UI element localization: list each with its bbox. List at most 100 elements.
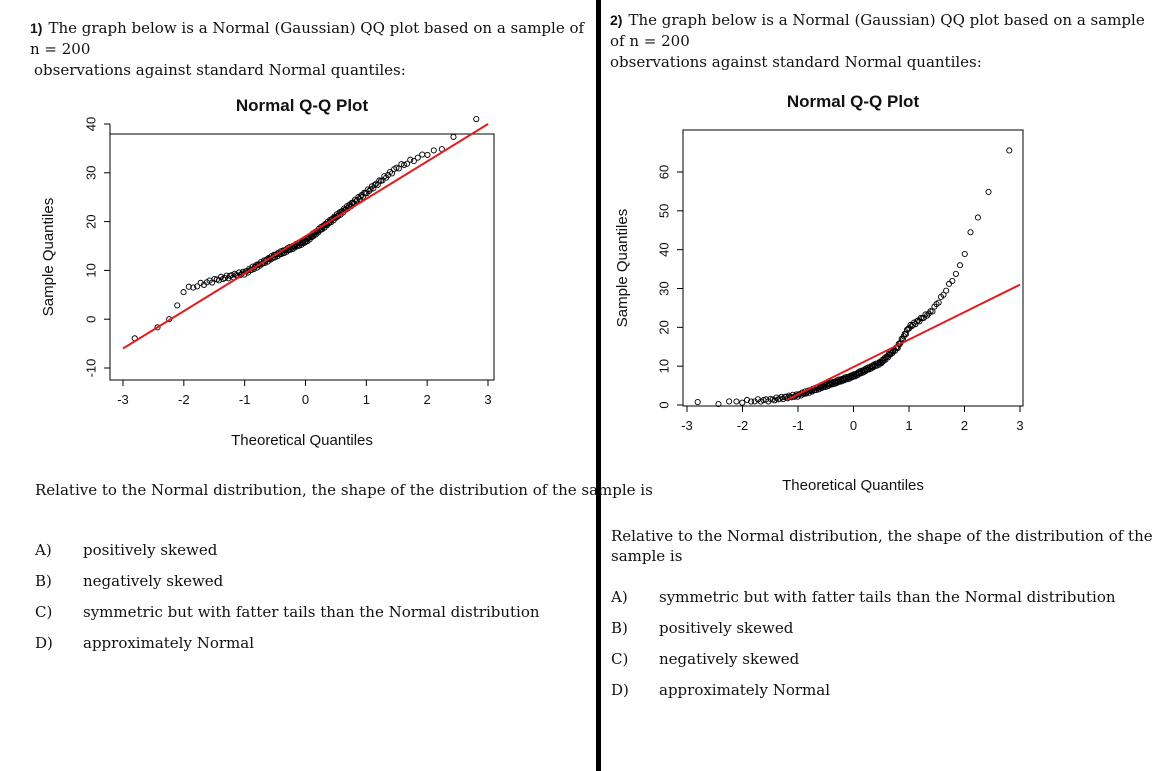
plot1-point: [185, 283, 192, 290]
plot1-point: [370, 185, 377, 192]
plot2-point: [922, 311, 929, 318]
question-1-prompt: Relative to the Normal distribution, the…: [35, 481, 653, 499]
plot1-point: [430, 147, 437, 154]
plot2-point: [956, 262, 964, 269]
plot2-x-tick-label: -1: [792, 418, 804, 433]
plot1-point: [180, 289, 187, 296]
plot2-x-tick-label: 0: [850, 418, 857, 433]
plot1-x-tick-label: -1: [239, 392, 251, 407]
plot2-x-tick-label: 2: [961, 418, 968, 433]
option-letter: D): [35, 634, 53, 652]
plot1-point: [174, 302, 181, 309]
plot1-title: Normal Q-Q Plot: [236, 96, 369, 115]
plot2-x-axis-label: Theoretical Quantiles: [782, 477, 924, 494]
question-1-header-line2: observations against standard Normal qua…: [34, 61, 406, 79]
plot1-x-tick-label: 2: [424, 392, 431, 407]
plot1-point: [384, 172, 392, 179]
question-1-number: 1): [30, 20, 43, 36]
option-letter: A): [35, 541, 52, 559]
option-text: symmetric but with fatter tails than the…: [659, 588, 1116, 606]
question-2-option-d[interactable]: D) approximately Normal: [611, 680, 830, 700]
plot2-point: [694, 398, 701, 406]
plot1-x-tick-label: 3: [484, 392, 491, 407]
option-letter: B): [611, 619, 628, 637]
plot2-plot-frame: [682, 129, 1024, 407]
plot1-point: [357, 193, 364, 200]
plot2-point: [715, 401, 722, 408]
plot1-y-tick-label: 20: [83, 214, 98, 228]
column-divider: [596, 0, 601, 771]
plot1-x-tick-label: 1: [363, 392, 370, 407]
plot2-y-tick-label: 10: [656, 359, 671, 373]
question-1-header-line1: The graph below is a Normal (Gaussian) Q…: [30, 19, 585, 58]
plot2-point: [940, 291, 947, 298]
question-2-option-a[interactable]: A) symmetric but with fatter tails than …: [611, 587, 1116, 607]
plot1-point: [410, 158, 417, 165]
plot1-x-tick-label: -2: [178, 392, 190, 407]
qq-plot-1: Normal Q-Q Plot -3 -2 -1 0 1 2 3 Theoretical Qua…: [40, 96, 495, 449]
plot1-point: [381, 173, 388, 180]
option-text: negatively skewed: [659, 650, 800, 668]
plot2-x-tick-label: 1: [905, 418, 912, 433]
option-text: positively skewed: [659, 619, 794, 637]
plot2-point: [946, 280, 953, 287]
question-2-option-c[interactable]: C) negatively skewed: [611, 649, 799, 669]
question-1-option-d[interactable]: D) approximately Normal: [35, 633, 254, 653]
plot1-point: [407, 156, 414, 163]
plot2-reference-line: [786, 283, 1021, 401]
plot2-point: [913, 318, 920, 325]
plot2-point: [902, 331, 909, 338]
option-text: negatively skewed: [83, 572, 224, 590]
plot1-x-tick-label: -3: [117, 392, 129, 407]
question-2-option-b[interactable]: B) positively skewed: [611, 618, 793, 638]
plot1-point: [401, 161, 408, 168]
option-text: approximately Normal: [83, 634, 255, 652]
plot1-point: [404, 160, 411, 167]
plot2-point: [726, 398, 733, 405]
plot2-point: [935, 299, 942, 306]
plot1-x-axis-label: Theoretical Quantiles: [231, 432, 373, 449]
question-1-option-a[interactable]: A) positively skewed: [35, 540, 217, 560]
question-2-header-line2: observations against standard Normal qua…: [610, 53, 982, 71]
question-1-option-c[interactable]: C) symmetric but with fatter tails than …: [35, 602, 540, 622]
plot1-point: [414, 154, 421, 161]
plot2-point: [967, 229, 974, 236]
plot1-y-tick-label: -10: [83, 359, 98, 378]
plot2-x-tick-label: -2: [737, 418, 749, 433]
plot1-point: [424, 151, 431, 158]
plot1-point: [373, 180, 380, 187]
plot2-point: [743, 396, 751, 404]
plot1-y-tick-label: 40: [83, 117, 98, 131]
plot2-point: [943, 287, 950, 294]
question-1-option-b[interactable]: B) negatively skewed: [35, 571, 223, 591]
plot2-y-tick-label: 30: [656, 281, 671, 295]
plot2-y-tick-label: 40: [656, 242, 671, 256]
plot1-point: [419, 151, 426, 158]
plot1-point: [154, 324, 161, 331]
option-text: positively skewed: [83, 541, 218, 559]
option-letter: B): [35, 572, 52, 590]
qq-plot-2: Normal Q-Q Plot -3 -2 -1 0 1 2 3 Theoretical Qua…: [614, 92, 1024, 494]
plot1-point: [190, 284, 197, 291]
option-letter: A): [611, 588, 628, 606]
plot2-point: [974, 214, 981, 221]
plot1-plot-frame: [109, 133, 495, 381]
plot2-title: Normal Q-Q Plot: [787, 92, 920, 111]
plot2-point: [733, 398, 740, 405]
plot2-point: [751, 398, 758, 405]
plot1-reference-line: [122, 123, 489, 350]
plot1-y-axis-label: Sample Quantiles: [40, 198, 57, 316]
plot2-x-tick-label: 3: [1016, 418, 1023, 433]
option-letter: C): [35, 603, 53, 621]
question-2-header: 2) The graph below is a Normal (Gaussian)…: [610, 10, 1162, 73]
plot2-point: [739, 399, 746, 406]
question-1-header: 1) The graph below is a Normal (Gaussian)…: [30, 18, 590, 81]
plot1-point: [450, 133, 457, 140]
plot2-y-tick-label: 20: [656, 320, 671, 334]
plot1-point: [398, 161, 405, 168]
plot2-y-tick-label: 0: [656, 401, 671, 408]
option-text: approximately Normal: [659, 681, 831, 699]
option-letter: C): [611, 650, 629, 668]
plot2-point: [952, 270, 959, 277]
plot1-y-tick-label: 30: [83, 166, 98, 180]
